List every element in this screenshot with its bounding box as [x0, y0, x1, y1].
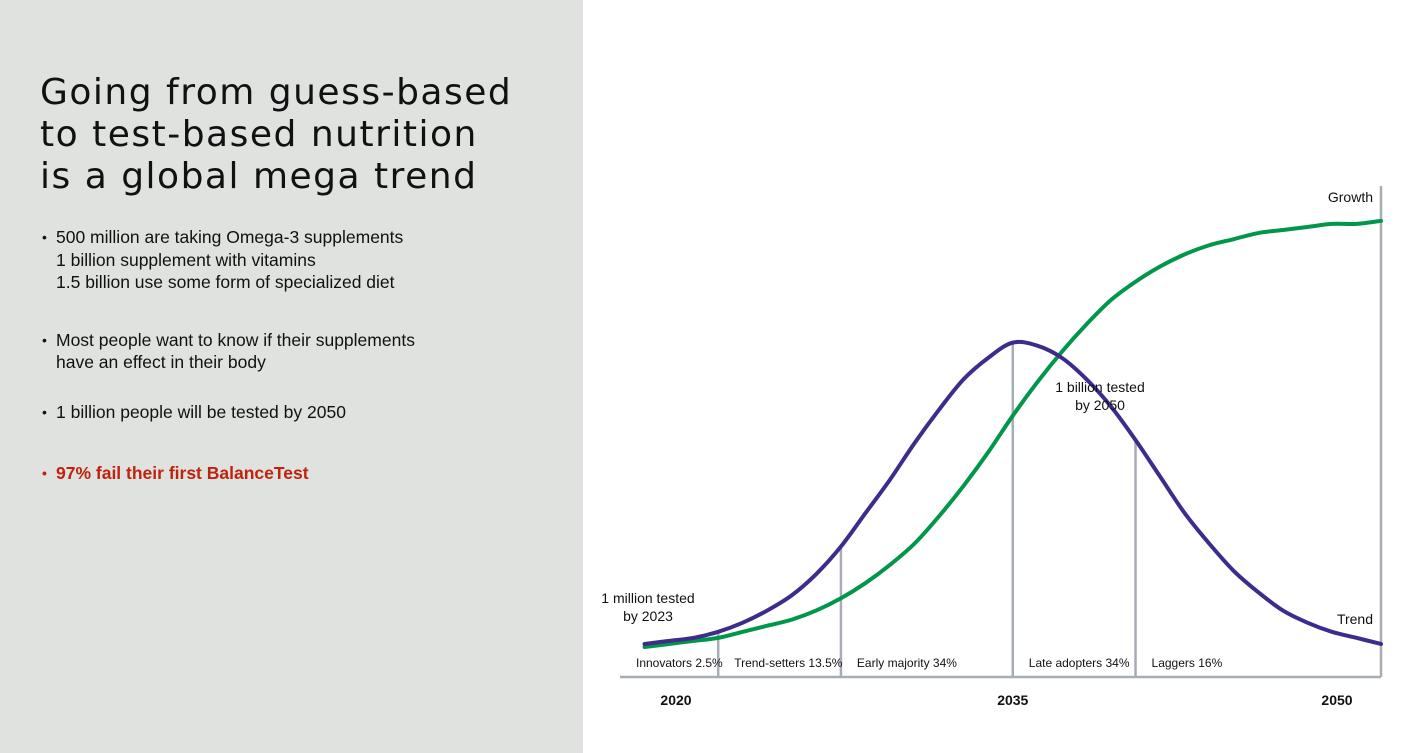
bullet-text: have an effect in their body [56, 352, 266, 372]
segment-label: Trend-setters 13.5% [734, 656, 843, 670]
bullet-item: • 1 billion people will be tested by 205… [42, 401, 562, 424]
left-panel: Going from guess-based to test-based nut… [0, 0, 583, 753]
annotation-line: 1 million tested [601, 590, 694, 606]
title-line: to test-based nutrition [40, 114, 478, 155]
adoption-chart: Innovators 2.5% Trend-setters 13.5% Early … [583, 0, 1409, 753]
bullet-list: • 500 million are taking Omega-3 supplem… [42, 226, 562, 485]
segment-label: Late adopters 34% [1029, 656, 1130, 670]
title-line: Going from guess-based [40, 72, 513, 113]
bullet-dot: • [42, 403, 47, 420]
bullet-item-highlight: • 97% fail their first BalanceTest [42, 462, 562, 485]
bullet-item: • 500 million are taking Omega-3 supplem… [42, 226, 562, 294]
bullet-text: 500 million are taking Omega-3 supplemen… [56, 227, 404, 247]
segment-label: Innovators 2.5% [636, 656, 723, 670]
annotation-line: by 2023 [623, 608, 673, 624]
series-line-growth [642, 218, 1383, 649]
chart-svg: Innovators 2.5% Trend-setters 13.5% Early … [601, 186, 1383, 708]
bullet-text: 1.5 billion use some form of specialized… [56, 272, 395, 292]
series-label-trend: Trend [1337, 611, 1373, 627]
segment-label: Laggers 16% [1152, 656, 1223, 670]
bullet-text: 1 billion people will be tested by 2050 [56, 401, 346, 422]
page-title: Going from guess-based to test-based nut… [40, 72, 512, 198]
bullet-dot: • [42, 229, 47, 245]
series-label-growth: Growth [1328, 189, 1373, 205]
x-tick-label: 2035 [997, 692, 1028, 708]
bullet-text: Most people want to know if their supple… [56, 329, 415, 350]
annotation-line: 1 billion tested [1055, 379, 1145, 395]
bullet-dot: • [42, 465, 47, 481]
bullet-dot: • [42, 331, 47, 348]
x-tick-label: 2050 [1321, 692, 1352, 708]
x-tick-label: 2020 [660, 692, 691, 708]
annotation-line: by 2050 [1075, 397, 1125, 413]
segment-label: Early majority 34% [857, 656, 957, 670]
bullet-text-highlight: 97% fail their first BalanceTest [56, 463, 309, 483]
bullet-item: • Most people want to know if their supp… [42, 329, 562, 374]
bullet-text: 1 billion supplement with vitamins [56, 249, 316, 270]
series-line-trend [642, 339, 1383, 646]
title-line: is a global mega trend [40, 156, 478, 197]
